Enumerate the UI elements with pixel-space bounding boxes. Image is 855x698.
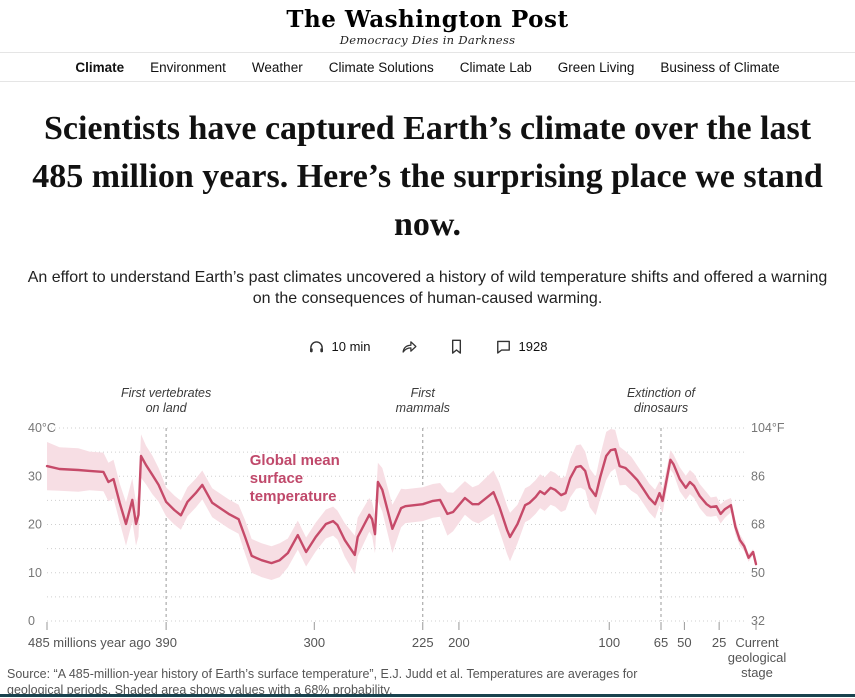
nav-item-green-living[interactable]: Green Living [557, 59, 635, 75]
listen-button[interactable]: 10 min [308, 338, 371, 355]
climate-chart: First vertebrates on land First mammals Exti… [0, 385, 855, 690]
x-label-50: 50 [677, 635, 691, 650]
x-label-485: 485 millions year ago [28, 635, 151, 650]
y-label-c-40: 40°C [28, 421, 56, 435]
nav-item-environment[interactable]: Environment [150, 59, 226, 75]
x-label-300: 300 [303, 635, 325, 650]
series-label-line1: surface [250, 470, 303, 487]
article: Scientists have captured Earth’s climate… [0, 105, 855, 698]
y-label-f-10: 50 [751, 566, 765, 580]
article-meta-row: 10 min 1928 [0, 335, 855, 357]
temperature-line [45, 448, 758, 566]
annotation-225ma-line1: mammals [396, 401, 450, 415]
x-label-0-line1: geological [728, 650, 787, 665]
comment-icon [495, 338, 512, 355]
headphones-icon [308, 338, 325, 355]
share-icon [401, 338, 418, 355]
article-dek: An effort to understand Earth’s past cli… [27, 269, 828, 307]
y-label-c-0: 0 [28, 614, 35, 628]
x-label-65: 65 [654, 635, 668, 650]
listen-duration: 10 min [331, 338, 371, 354]
x-label-225: 225 [412, 635, 434, 650]
bookmark-icon [448, 338, 465, 355]
top-nav: Climate Environment Weather Climate Solutio… [0, 53, 855, 82]
page-bottom-rule [0, 694, 855, 697]
x-label-0-line0: Current [735, 635, 779, 650]
masthead-tagline: Democracy Dies in Darkness [339, 33, 516, 47]
y-label-f-20: 68 [751, 518, 765, 532]
y-label-c-20: 20 [28, 518, 42, 532]
page-title: Scientists have captured Earth’s climate… [32, 110, 823, 243]
annotation-390ma-line1: on land [146, 401, 188, 415]
annotation-225ma-line0: First [411, 386, 436, 400]
comments-button[interactable]: 1928 [495, 338, 548, 355]
x-label-200: 200 [448, 635, 470, 650]
x-label-0-line2: stage [741, 665, 773, 680]
wapo-logo[interactable]: The Washington Post [286, 6, 569, 33]
y-label-f-40: 104°F [751, 421, 785, 435]
nav-item-weather[interactable]: Weather [251, 59, 303, 75]
series-label-line0: Global mean [250, 452, 340, 469]
nav-item-climate-lab[interactable]: Climate Lab [459, 59, 532, 75]
confidence-band [47, 429, 756, 580]
source-note: Source: “A 485-million-year history of E… [7, 667, 638, 697]
x-label-100: 100 [598, 635, 620, 650]
annotation-390ma-line0: First vertebrates [121, 386, 211, 400]
nav-item-climate[interactable]: Climate [75, 59, 125, 75]
y-label-f-0: 32 [751, 614, 765, 628]
y-label-c-10: 10 [28, 566, 42, 580]
comments-count: 1928 [518, 338, 548, 354]
nav-item-climate-solutions[interactable]: Climate Solutions [328, 59, 434, 75]
nav-item-business-of-climate[interactable]: Business of Climate [660, 59, 780, 75]
annotation-65ma-line1: dinosaurs [634, 401, 688, 415]
y-label-c-30: 30 [28, 469, 42, 483]
masthead: The Washington Post Democracy Dies in Da… [0, 0, 855, 53]
series-label-line2: temperature [250, 488, 337, 505]
annotation-65ma-line0: Extinction of [627, 386, 697, 400]
y-label-f-30: 86 [751, 469, 765, 483]
bookmark-button[interactable] [448, 338, 465, 355]
x-label-390: 390 [155, 635, 177, 650]
share-button[interactable] [401, 338, 418, 355]
x-label-25: 25 [712, 635, 726, 650]
